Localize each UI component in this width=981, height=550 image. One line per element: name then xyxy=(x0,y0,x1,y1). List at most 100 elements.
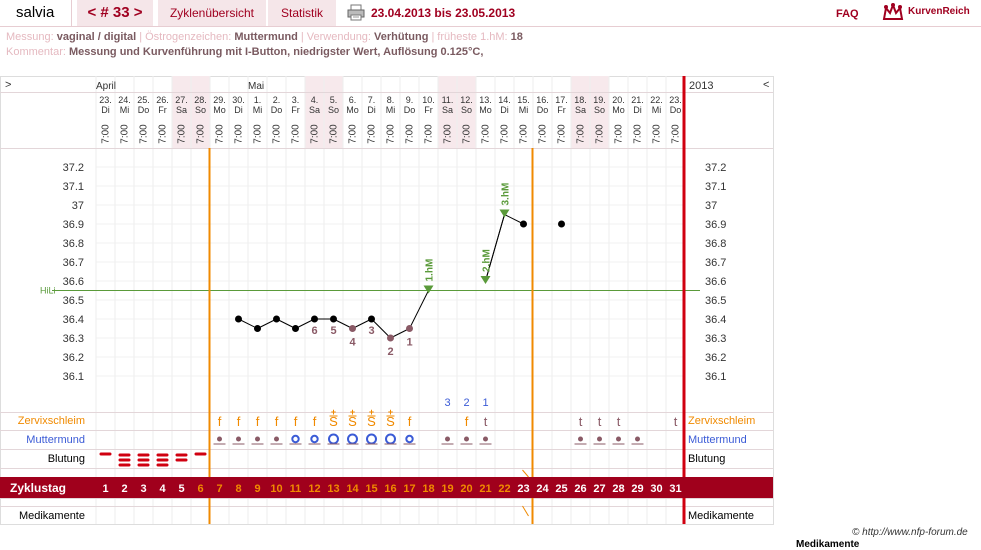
cycle-day-number: 7 xyxy=(216,483,222,495)
row-label-cervix: Muttermund xyxy=(26,434,85,446)
day-date: 12. xyxy=(460,95,473,105)
low-count-label: 1 xyxy=(406,337,412,349)
bleeding-mark xyxy=(194,452,207,456)
high-measurement-marker xyxy=(499,209,510,218)
cervix-dot xyxy=(445,436,450,442)
day-date: 26. xyxy=(156,95,169,105)
day-time: 7:00 xyxy=(405,124,416,144)
day-time: 7:00 xyxy=(367,124,378,144)
cycle-day-number: 19 xyxy=(441,483,453,495)
count-label: 3 xyxy=(444,397,450,409)
day-weekday: Mi xyxy=(120,105,130,115)
row-label-cervix-right: Muttermund xyxy=(688,434,747,446)
day-weekday: So xyxy=(461,105,472,115)
info-value: Verhütung xyxy=(374,31,429,43)
day-time: 7:00 xyxy=(177,124,188,144)
cycle-day-number: 17 xyxy=(403,483,415,495)
month-label: Mai xyxy=(248,81,264,92)
day-weekday: Sa xyxy=(309,105,320,115)
tab-cycle-overview[interactable]: Zyklenübersicht xyxy=(158,0,266,26)
day-weekday: Do xyxy=(404,105,416,115)
cycle-day-number: 31 xyxy=(669,483,681,495)
mucus-plus: + xyxy=(350,407,355,417)
day-date: 9. xyxy=(406,95,414,105)
high-measurement-marker xyxy=(423,285,434,294)
day-weekday: Fr xyxy=(291,105,300,115)
day-time: 7:00 xyxy=(310,124,321,144)
faq-link[interactable]: FAQ xyxy=(836,8,859,20)
cycle-day-number: 10 xyxy=(270,483,282,495)
temp-segment xyxy=(276,318,296,329)
bleeding-mark xyxy=(118,458,131,462)
y-tick-right: 36.3 xyxy=(705,333,726,345)
weekend-column xyxy=(172,76,191,148)
day-time: 7:00 xyxy=(538,124,549,144)
row-label-medication: Medikamente xyxy=(19,510,85,522)
cervix-dot xyxy=(464,436,469,442)
day-weekday: Mi xyxy=(253,105,263,115)
day-date: 20. xyxy=(612,95,625,105)
y-tick-left: 36.3 xyxy=(63,333,84,345)
user-name: salvia xyxy=(0,0,72,26)
temp-point xyxy=(406,325,413,332)
weekend-column xyxy=(191,76,210,148)
day-date: 23. xyxy=(99,95,112,105)
weekend-column xyxy=(438,76,457,148)
mucus-plus: + xyxy=(388,407,393,417)
day-date: 24. xyxy=(118,95,131,105)
tab-statistics[interactable]: Statistik xyxy=(268,0,336,26)
bleeding-mark xyxy=(175,458,188,462)
row-label-bleeding-right: Blutung xyxy=(688,453,725,465)
cycle-day-number: 22 xyxy=(498,483,510,495)
row-label-cervical-mucus-right: Zervixschleim xyxy=(688,415,755,427)
day-date: 17. xyxy=(555,95,568,105)
bleeding-mark xyxy=(156,463,169,467)
cycle-day-number: 5 xyxy=(178,483,184,495)
temp-point xyxy=(273,315,280,323)
cycle-navigator[interactable]: < # 33 > xyxy=(77,0,153,26)
day-weekday: Do xyxy=(670,105,682,115)
y-tick-left: 36.2 xyxy=(63,352,84,364)
day-date: 1. xyxy=(254,95,262,105)
print-icon[interactable] xyxy=(347,4,365,21)
day-date: 29. xyxy=(213,95,226,105)
temp-point xyxy=(254,325,261,332)
y-tick-right: 36.4 xyxy=(705,314,726,326)
day-date: 3. xyxy=(292,95,300,105)
mucus-plus: + xyxy=(331,407,336,417)
info-key: Kommentar: xyxy=(6,46,69,58)
day-weekday: Sa xyxy=(442,105,453,115)
cervix-open xyxy=(291,434,300,444)
mucus-mark: f xyxy=(465,414,469,429)
day-date: 22. xyxy=(650,95,663,105)
separator: | xyxy=(300,31,304,43)
mucus-mark: t xyxy=(579,414,583,429)
info-key: Östrogenzeichen: xyxy=(145,31,235,43)
day-weekday: Mo xyxy=(213,105,226,115)
cycle-day-number: 13 xyxy=(327,483,339,495)
y-tick-left: 37.1 xyxy=(63,181,84,193)
row-label-medication-right: Medikamente xyxy=(688,510,754,522)
weekend-column xyxy=(324,76,343,148)
kurvenreich-logo[interactable]: KurvenReich xyxy=(880,2,981,24)
weekend-column xyxy=(457,76,476,148)
high-measurement-marker xyxy=(480,276,491,284)
mucus-mark: t xyxy=(598,414,602,429)
low-count-label: 5 xyxy=(330,325,336,337)
copyright: © http://www.nfp-forum.de xyxy=(852,527,968,538)
cervix-dot xyxy=(236,436,241,442)
day-date: 28. xyxy=(194,95,207,105)
cycle-day-number: 23 xyxy=(517,483,529,495)
temp-segment xyxy=(257,318,277,329)
cervix-dot xyxy=(635,436,640,442)
day-date: 8. xyxy=(387,95,395,105)
bleeding-mark xyxy=(137,463,150,467)
cycle-day-number: 16 xyxy=(384,483,396,495)
cycle-day-number: 18 xyxy=(422,483,434,495)
cycle-day-number: 1 xyxy=(102,483,108,495)
day-date: 4. xyxy=(311,95,319,105)
y-tick-right: 36.1 xyxy=(705,371,726,383)
y-tick-left: 36.4 xyxy=(63,314,84,326)
day-weekday: Fr xyxy=(557,105,566,115)
info-key: Verwendung: xyxy=(306,31,375,43)
